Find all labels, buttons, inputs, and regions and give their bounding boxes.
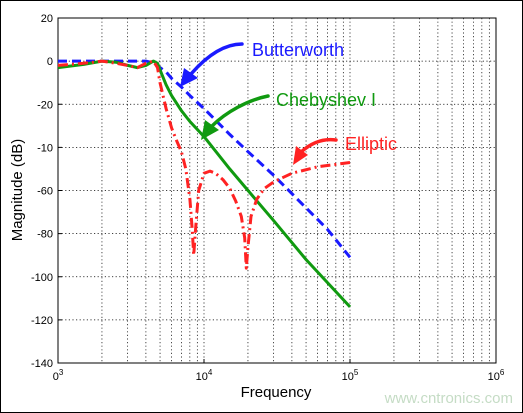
elliptic-arrow-head xyxy=(293,146,308,165)
y-tick-label: -20 xyxy=(37,99,53,111)
series-lines xyxy=(57,59,352,308)
y-tick-label: -60 xyxy=(37,186,53,198)
annotation-elliptic: Elliptic xyxy=(345,134,397,154)
x-axis-label: Frequency xyxy=(241,384,312,401)
x-tick-label: 106 xyxy=(488,368,505,383)
chebyshev-arrow xyxy=(210,94,270,128)
x-tick-label: 105 xyxy=(342,368,359,383)
y-tick-label: -10 xyxy=(37,142,53,154)
annotation-butterworth: Butterworth xyxy=(252,40,344,60)
x-tick-label: 104 xyxy=(196,368,213,383)
y-tick-label: -120 xyxy=(31,315,53,327)
y-tick-label: -100 xyxy=(31,272,53,284)
elliptic-arrow xyxy=(299,137,338,154)
series-line-elliptic xyxy=(57,59,351,270)
x-tick-label: 03 xyxy=(53,368,64,383)
y-tick-label: 20 xyxy=(41,13,53,25)
y-tick-label: 0 xyxy=(47,56,53,68)
annotation-chebyshev: Chebyshev I xyxy=(276,90,376,110)
chebyshev-arrow-head xyxy=(201,120,219,140)
butterworth-arrow xyxy=(189,42,244,76)
butterworth-arrow-head xyxy=(180,68,198,87)
x-axis-ticks: 03 104 105 106 xyxy=(53,359,505,383)
watermark-text: www.cntronics.com xyxy=(384,390,513,407)
y-tick-label: -80 xyxy=(37,229,53,241)
y-tick-label: -140 xyxy=(31,358,53,370)
grid xyxy=(58,18,496,363)
y-axis-ticks: 20 0 -20 -10 -60 -80 -100 -120 -140 xyxy=(31,13,62,370)
annotation-arrows xyxy=(180,42,338,165)
y-axis-label: Magnitude (dB) xyxy=(9,139,26,242)
